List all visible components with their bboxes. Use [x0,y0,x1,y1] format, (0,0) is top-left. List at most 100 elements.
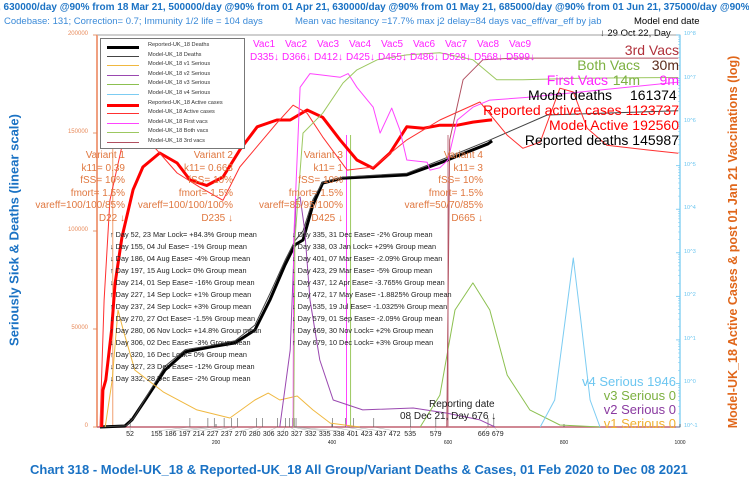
event-annotation: ↓ Day 437, 12 Apr Ease= -3.765% Group me… [292,278,445,287]
event-annotation: ↑ Day 237, 24 Sep Lock= +3% Group mean [110,302,252,311]
variant-3-text: fSS= 10% [298,175,343,187]
event-annotation: ↓ Day 335, 31 Dec Ease= -2% Group mean [292,230,433,239]
y-tick-label: 200000 [67,31,88,37]
y2-tick-label: 10^7 [684,74,696,81]
variant-4-text: vareff=50/70/85% [404,200,484,212]
variant-3-text: fmort= 1.5% [288,187,343,199]
event-tick-label: 535 [404,431,416,438]
vac-label: Vac5 [381,39,404,50]
event-tick-label: 423 [360,431,373,438]
y2-tick-label: 10^6 [684,118,696,125]
legend-swatch [107,122,139,124]
event-tick-leader [373,426,395,432]
event-tick-leader [156,426,190,432]
event-tick-label: 332 [304,431,317,438]
end-label-both-vacs-value2: 14m [612,72,640,88]
variant-3-text: k11= 1 [313,162,343,174]
vac-label: Vac7 [445,39,468,50]
legend-swatch [107,132,139,134]
event-tick-label: 186 [164,431,177,438]
event-tick-label: 338 [332,431,345,438]
end-label-first-vacs: First Vacs [546,72,608,88]
event-annotation: ↑ Day 679, 10 Dec Lock= +3% Group mean [292,338,434,347]
end-label-reported-deaths: Reported deaths 145987 [524,132,679,148]
series-line-7 [99,87,679,428]
event-tick-leader [184,426,215,432]
event-annotation: ↓ Day 155, 04 Jul Ease= -1% Group mean [110,242,247,251]
v4-serious-label: v4 Serious 1946 [582,374,676,389]
v2-serious-label: v2 Serious 0 [603,402,676,417]
series-line-2 [104,309,360,428]
v1-serious-label: v1 Serious 0 [603,416,676,431]
series-line-1 [99,110,679,428]
event-tick-leader [240,426,257,432]
variant-2-text: D235 ↓ [201,213,233,224]
y2-tick-label: 10^3 [684,248,696,255]
event-annotation: ↑ Day 280, 06 Nov Lock= +14.8% Group mea… [110,326,262,335]
event-tick-leader [170,426,208,432]
legend-swatch [107,94,139,95]
event-tick-label: 280 [248,431,261,438]
legend-swatch [107,142,139,143]
variant-4-text: D665 ↓ [451,213,483,224]
x-tick-label: 600 [443,440,453,446]
x-tick-label: 800 [559,440,569,446]
variant-1-text: fmort= 1.5% [70,187,125,199]
event-tick-leader [493,426,499,432]
event-annotation: ↓ Day 423, 29 Mar Ease= -5% Group mean [292,266,433,275]
variant-2-text: k11= 0.663 [183,162,233,174]
event-annotation: ↓ Day 186, 04 Aug Ease= -4% Group mean [110,254,251,263]
chart-title: Chart 318 - Model-UK_18 & Reported-UK_18… [30,462,688,477]
end-label-both-vacs: Both Vacs [577,57,640,73]
event-annotation: ↓ Day 332, 28 Dec Ease= -2% Group mean [110,374,251,383]
y2-tick-label: 10^8 [684,31,696,37]
legend-label: Model-UK_18 Both vacs [148,128,209,135]
series-line-9 [293,52,679,428]
y-tick-label: 0 [84,423,88,429]
legend-label: Model-UK_18 3rd vacs [148,138,205,144]
variant-4-text: fmort= 1.5% [428,187,483,199]
x-tick-label: 400 [327,440,337,446]
legend-label: Model-UK_18 v2 Serious [148,70,211,77]
vac-label: Vac3 [317,39,340,50]
legend-label: Reported-UK_18 Deaths [148,42,210,48]
legend-label: Model-UK_18 v1 Serious [148,61,211,68]
y2-axis-label: Model-UK_18 Active Cases & post 01 Jan 2… [726,55,740,429]
y2-tick-label: 10^2 [684,292,696,299]
event-tick-leader [345,426,367,432]
variant-3-text: D425 ↓ [311,213,343,224]
end-label-both-vacs-value: 30m [651,57,679,73]
vac-label: Vac8 [477,39,500,50]
variant-1-text: Variant 1 [85,150,125,161]
vac-day-label: D486↓ [410,52,439,63]
event-tick-leader [332,426,353,432]
end-label-model-active: Model Active 192560 [549,117,679,133]
vac-day-label: D335↓ [250,52,279,63]
event-annotation: ↑ Day 52, 23 Mar Lock= +84.3% Group mean [110,230,257,239]
event-annotation: ↓ Day 579, 01 Sep Ease= -2.09% Group mea… [292,314,443,323]
event-annotation: ↓ Day 401, 07 Mar Ease= -2.09% Group mea… [292,254,443,263]
event-tick-leader [282,426,286,432]
y2-tick-label: 10^4 [684,205,696,212]
reporting-date-value: 08 Dec 21, Day 676 ↓ [400,411,497,422]
event-annotation: ↓ Day 472, 17 May Ease= -1.8825% Group m… [292,290,452,299]
legend: Reported-UK_18 Deaths Model-UK_18 Deaths M… [100,38,245,149]
reporting-date-label: Reporting date [429,399,495,410]
event-annotation: ↓ Day 270, 27 Oct Ease= -1.5% Group mean [110,314,256,323]
event-tick-leader [268,426,278,432]
event-tick-label: 472 [388,431,401,438]
y-tick-label: 50000 [71,325,88,331]
event-tick-leader [296,426,339,432]
codebase-info: Codebase: 131; Correction= 0.7; Immunity… [4,16,263,27]
event-tick-label: 669 [477,431,490,438]
vaccination-schedule-header: , 630000/day @90% from 18 Mar 21, 500000… [0,2,749,13]
y2-tick-label: 10^5 [684,161,696,168]
event-tick-label: 327 [290,431,303,438]
event-tick-label: 155 [150,431,163,438]
vac-label: Vac4 [349,39,372,50]
event-tick-label: 401 [346,431,359,438]
legend-swatch [107,103,139,107]
vac-day-label: D425↓ [346,52,375,63]
event-tick-leader [483,426,489,432]
